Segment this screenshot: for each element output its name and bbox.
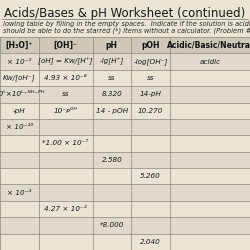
Text: ss: ss [147, 75, 154, 81]
Text: 5.260: 5.260 [140, 173, 161, 179]
Bar [0, 217, 250, 234]
Text: 4.27 × 10⁻²: 4.27 × 10⁻² [44, 206, 87, 212]
Bar [0, 135, 250, 152]
Text: × 10⁻²: × 10⁻² [7, 58, 32, 64]
Text: [oH] = Kw/[H⁺]: [oH] = Kw/[H⁺] [38, 58, 93, 65]
Text: 2.580: 2.580 [102, 157, 122, 163]
Text: Acidic/Basic/Neutral: Acidic/Basic/Neutral [167, 41, 250, 50]
Text: 10ᴸ×10ᴸ⁻ᴺᴴ⁻ᴾᴴ: 10ᴸ×10ᴸ⁻ᴺᴴ⁻ᴾᴴ [0, 91, 44, 97]
Text: *8.000: *8.000 [100, 222, 124, 228]
Text: should be able to do the starred (*) items without a calculator. (Problem #23-34: should be able to do the starred (*) ite… [3, 28, 250, 34]
Text: *1.00 × 10⁻⁷: *1.00 × 10⁻⁷ [42, 140, 89, 146]
Text: [OH]⁻: [OH]⁻ [54, 41, 78, 50]
Bar [0, 152, 250, 168]
Text: 14 - pOH: 14 - pOH [96, 108, 128, 114]
Bar [0, 54, 250, 70]
Text: Kw/[oH⁻]: Kw/[oH⁻] [3, 74, 36, 81]
Text: Acids/Bases & pH Worksheet (continued): Acids/Bases & pH Worksheet (continued) [4, 6, 246, 20]
Text: [H₃O]⁺: [H₃O]⁺ [6, 41, 33, 50]
Bar [0, 184, 250, 201]
Bar [0, 234, 250, 250]
Text: -lg[H⁺]: -lg[H⁺] [100, 58, 124, 65]
Text: -pH: -pH [13, 108, 26, 114]
Text: pOH: pOH [142, 41, 160, 50]
Text: × 10⁻³: × 10⁻³ [7, 190, 32, 196]
Text: 2.040: 2.040 [140, 239, 161, 245]
Text: 10⁻ᴘᴼᴴ: 10⁻ᴘᴼᴴ [54, 108, 78, 114]
Text: 10.270: 10.270 [138, 108, 163, 114]
Text: pH: pH [106, 41, 118, 50]
Text: acidic: acidic [200, 58, 220, 64]
Text: ss: ss [62, 91, 70, 97]
Text: 8.320: 8.320 [102, 91, 122, 97]
Text: ss: ss [108, 75, 116, 81]
Bar [0, 86, 250, 102]
Text: lowing table by filling in the empty spaces.  Indicate if the solution is acidic: lowing table by filling in the empty spa… [3, 21, 250, 27]
Text: -log[OH⁻]: -log[OH⁻] [134, 58, 168, 65]
Bar [0, 168, 250, 184]
Bar [0, 37, 250, 54]
Bar [0, 119, 250, 135]
Text: 4.93 × 10⁻⁸: 4.93 × 10⁻⁸ [44, 75, 87, 81]
Bar [0, 102, 250, 119]
Text: 14-pH: 14-pH [140, 91, 162, 97]
Bar [0, 70, 250, 86]
Text: × 10⁻¹⁰: × 10⁻¹⁰ [6, 124, 33, 130]
Bar [0, 201, 250, 217]
